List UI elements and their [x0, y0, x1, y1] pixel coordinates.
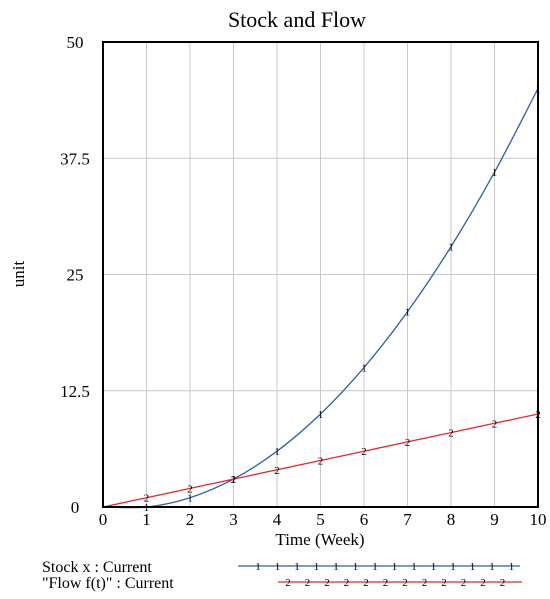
data-point-marker: 1 — [492, 167, 498, 179]
x-tick-label: 10 — [530, 510, 547, 529]
y-tick-label: 50 — [67, 33, 84, 52]
legend-marker: 2 — [461, 577, 467, 589]
x-tick-label: 5 — [316, 510, 325, 529]
legend-marker: 1 — [392, 561, 398, 573]
legend-marker: 2 — [500, 577, 506, 589]
legend-marker: 1 — [353, 561, 359, 573]
legend-marker: 2 — [324, 577, 330, 589]
legend-marker: 1 — [333, 561, 339, 573]
data-point-marker: 2 — [274, 465, 280, 477]
y-tick-label: 12.5 — [60, 382, 90, 401]
legend-marker: 2 — [363, 577, 369, 589]
legend-marker: 1 — [255, 561, 261, 573]
x-tick-label: 2 — [186, 510, 195, 529]
legend-marker: 2 — [285, 577, 291, 589]
x-tick-label: 3 — [229, 510, 238, 529]
legend-label: Stock x : Current — [42, 559, 152, 576]
legend-marker: 2 — [422, 577, 428, 589]
data-point-marker: 2 — [187, 483, 193, 495]
data-point-marker: 2 — [448, 428, 454, 440]
legend-marker: 1 — [431, 561, 437, 573]
x-tick-label: 7 — [403, 510, 412, 529]
series-line — [102, 413, 539, 508]
legend-marker: 1 — [314, 561, 320, 573]
data-point-marker: 2 — [405, 437, 411, 449]
legend-item-2: "Flow f(t)" : Current 2 2 2 2 2 2 2 2 2 2 2 2 — [42, 575, 522, 592]
data-point-marker: 2 — [144, 493, 150, 505]
data-point-marker: 1 — [187, 493, 193, 505]
x-tick-label: 8 — [447, 510, 456, 529]
data-point-marker: 1 — [318, 409, 324, 421]
x-tick-label: 0 — [99, 510, 108, 529]
legend-label: "Flow f(t)" : Current — [42, 575, 174, 592]
grid — [102, 41, 539, 508]
x-tick-label: 9 — [490, 510, 499, 529]
y-axis-label: unit — [9, 261, 28, 288]
legend-item-1: Stock x : Current 1 1 1 1 1 1 1 1 1 1 1 1 1 1 — [42, 559, 520, 576]
legend-marker: 2 — [383, 577, 389, 589]
chart-title: Stock and Flow — [228, 7, 366, 32]
data-point-marker: 2 — [318, 456, 324, 468]
legend-marker: 2 — [344, 577, 350, 589]
y-tick-label: 37.5 — [60, 149, 90, 168]
data-point-marker: 2 — [361, 446, 367, 458]
legend-marker: 1 — [275, 561, 281, 573]
x-tick-label: 4 — [273, 510, 282, 529]
data-point-marker: 1 — [448, 242, 454, 254]
x-axis-label: Time (Week) — [275, 530, 364, 549]
data-point-marker: 1 — [231, 474, 237, 486]
legend-marker: 2 — [305, 577, 311, 589]
data-point-marker: 1 — [361, 363, 367, 375]
legend-marker: 1 — [450, 561, 456, 573]
legend-marker: 1 — [372, 561, 378, 573]
data-point-marker: 2 — [231, 474, 237, 486]
series-line — [102, 88, 539, 509]
legend-marker: 1 — [470, 561, 476, 573]
legend-marker: 2 — [480, 577, 486, 589]
legend-marker: 1 — [509, 561, 515, 573]
legend-marker: 1 — [294, 561, 300, 573]
data-point-marker: 1 — [405, 307, 411, 319]
legend-marker: 2 — [402, 577, 408, 589]
legend-marker: 2 — [441, 577, 447, 589]
x-tick-label: 1 — [142, 510, 151, 529]
legend-marker: 1 — [411, 561, 417, 573]
y-tick-label: 0 — [71, 498, 80, 517]
data-point-marker: 2 — [492, 418, 498, 430]
legend: Stock x : Current 1 1 1 1 1 1 1 1 1 1 1 1 1 1 "Flow f(t… — [42, 559, 522, 592]
x-tick-label: 6 — [360, 510, 369, 529]
legend-marker: 1 — [489, 561, 495, 573]
data-point-marker: 1 — [274, 446, 280, 458]
plot-frame — [102, 41, 539, 508]
y-tick-label: 25 — [67, 266, 84, 285]
